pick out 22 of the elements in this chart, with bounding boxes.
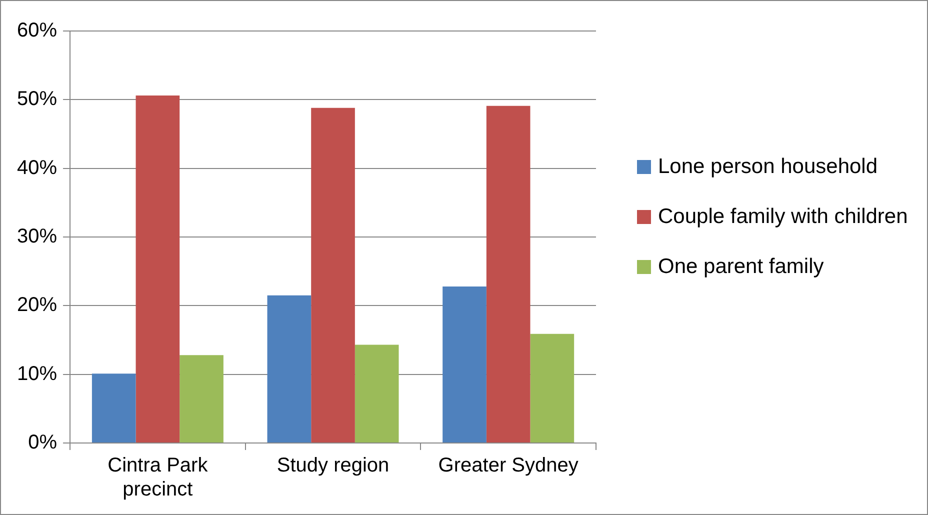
legend-label: One parent family xyxy=(658,254,824,280)
bar xyxy=(354,344,399,442)
bar xyxy=(92,374,136,442)
y-tick-label: 0% xyxy=(28,432,58,454)
bar xyxy=(136,96,180,442)
y-tick-label: 10% xyxy=(17,362,58,385)
y-tick-label: 60% xyxy=(17,20,58,42)
bar xyxy=(442,286,486,442)
bar xyxy=(486,106,530,442)
bar xyxy=(180,355,224,442)
y-tick-label: 50% xyxy=(17,88,58,110)
x-tick-label: Greater Sydney xyxy=(438,454,578,477)
bar xyxy=(311,108,355,442)
bar xyxy=(267,295,312,442)
x-tick-label: Cintra Park precinct xyxy=(108,454,209,501)
bar xyxy=(530,334,574,442)
y-tick-label: 20% xyxy=(17,294,58,316)
x-tick-label: Study region xyxy=(276,454,390,477)
legend-label: Lone person household xyxy=(658,154,878,180)
y-tick-label: 30% xyxy=(17,226,58,248)
legend-label: Couple family with children xyxy=(658,204,908,230)
y-tick-label: 40% xyxy=(17,156,58,179)
